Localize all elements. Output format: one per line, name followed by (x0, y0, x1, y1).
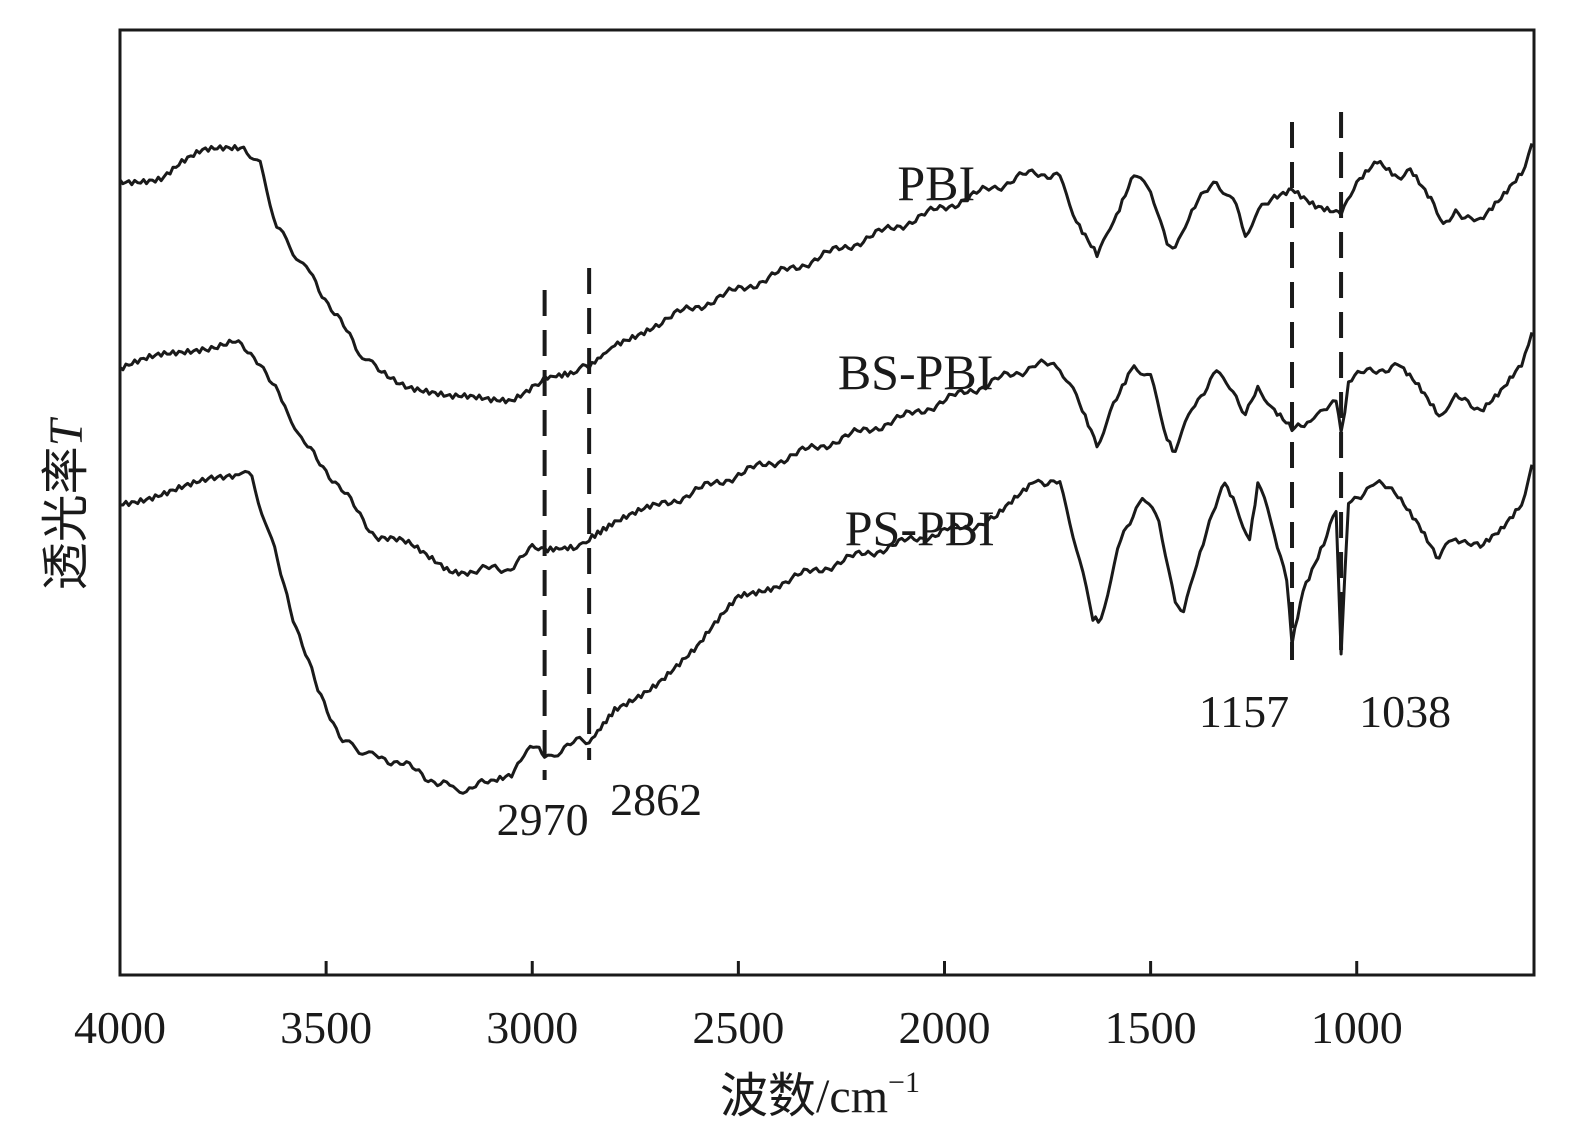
peak-annotations: 2970 2862 1157 1038 (497, 686, 1451, 845)
x-tick-label: 1000 (1311, 1002, 1403, 1053)
series-line-ps-pbi (119, 464, 1534, 795)
peak-label-2862: 2862 (610, 774, 702, 825)
series-line-pbi (118, 142, 1534, 405)
series-label-ps-pbi: PS-PBI (845, 500, 995, 556)
x-tick-label: 2000 (898, 1002, 990, 1053)
plot-frame (118, 28, 1536, 977)
series-label-pbi: PBI (897, 155, 975, 211)
x-tick-label: 4000 (74, 1002, 166, 1053)
reference-dashed-lines (542, 112, 1344, 780)
x-tick-label: 1500 (1105, 1002, 1197, 1053)
x-axis-title: 波数/cm−1 (720, 1066, 920, 1123)
peak-label-1038: 1038 (1359, 686, 1451, 737)
spectrum-curves (118, 142, 1534, 795)
x-tick-label: 3000 (486, 1002, 578, 1053)
x-tick-label: 2500 (692, 1002, 784, 1053)
x-axis-ticks: 4000 3500 3000 2500 2000 1500 1000 (74, 961, 1403, 1053)
peak-label-1157: 1157 (1199, 686, 1289, 737)
x-tick-label: 3500 (280, 1002, 372, 1053)
y-axis-title: 透光率T (40, 416, 93, 590)
series-line-bs-pbi (119, 332, 1534, 577)
series-label-bs-pbi: BS-PBI (838, 344, 994, 400)
peak-label-2970: 2970 (497, 794, 589, 845)
series-labels: PBI BS-PBI PS-PBI (838, 155, 995, 556)
